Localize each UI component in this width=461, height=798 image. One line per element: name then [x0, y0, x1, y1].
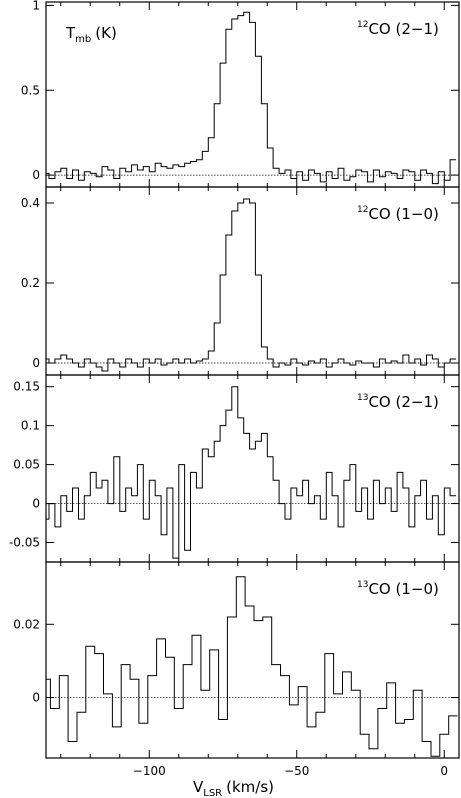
panel-frame: [45, 561, 460, 759]
x-tick-label: 0: [440, 764, 448, 778]
y-tick-label: 0.5: [21, 83, 40, 97]
x-tick-label: −50: [284, 764, 309, 778]
y-tick-label: 0: [32, 691, 40, 705]
y-tick-label: 1: [32, 0, 40, 12]
y-tick-label: 0.15: [13, 380, 40, 394]
y-tick-label: 0.4: [21, 196, 40, 210]
x-label-main: V: [193, 778, 204, 796]
title-line: CO (2−1): [368, 393, 438, 411]
title-line: CO (1−0): [368, 580, 438, 598]
y-tick-label: 0.05: [13, 458, 40, 472]
panel-title: 13CO (2−1): [357, 393, 439, 411]
x-label-sub: LSR: [203, 788, 222, 798]
y-tick-label: 0: [32, 356, 40, 370]
spectrum-line: [46, 576, 458, 757]
title-line: CO (1−0): [368, 205, 438, 223]
panel-title: 13CO (1−0): [357, 580, 439, 598]
y-axis-label: Tmb (K): [65, 24, 117, 45]
title-isotope: 12: [357, 20, 368, 30]
title-isotope: 12: [357, 205, 368, 215]
title-line: CO (2−1): [368, 20, 438, 38]
y-tick-label: 0: [32, 497, 40, 511]
y-label-unit: (K): [95, 24, 117, 42]
x-label-unit: (km/s): [226, 778, 274, 796]
spectrum-line: [46, 198, 457, 372]
panel-3: -0.05 0 0.05 0.1 0.15 13CO (2−1): [9, 374, 460, 563]
panel-title: 12CO (2−1): [357, 20, 439, 38]
y-label-sub: mb: [75, 34, 91, 45]
y-label-main: T: [65, 24, 76, 42]
spectrum-line: [46, 11, 457, 185]
panel-1: 0 0.5 1 12CO (2−1) Tmb (K): [21, 0, 460, 188]
x-tick-label: −100: [133, 764, 166, 778]
y-tick-label: 0: [32, 168, 40, 182]
y-tick-label: 0.02: [13, 617, 40, 631]
panel-4: 0 0.02 13CO (1−0) −100 −50 0 VLSR (km/s): [13, 561, 460, 798]
title-isotope: 13: [357, 580, 368, 590]
y-tick-label: -0.05: [9, 536, 40, 550]
x-axis-label: VLSR (km/s): [193, 778, 274, 798]
spectrum-line: [46, 386, 457, 559]
y-tick-label: 0.2: [21, 276, 40, 290]
y-tick-label: 0.1: [21, 419, 40, 433]
title-isotope: 13: [357, 393, 368, 403]
panel-title: 12CO (1−0): [357, 205, 439, 223]
panel-2: 0 0.2 0.4 12CO (1−0): [21, 186, 460, 376]
